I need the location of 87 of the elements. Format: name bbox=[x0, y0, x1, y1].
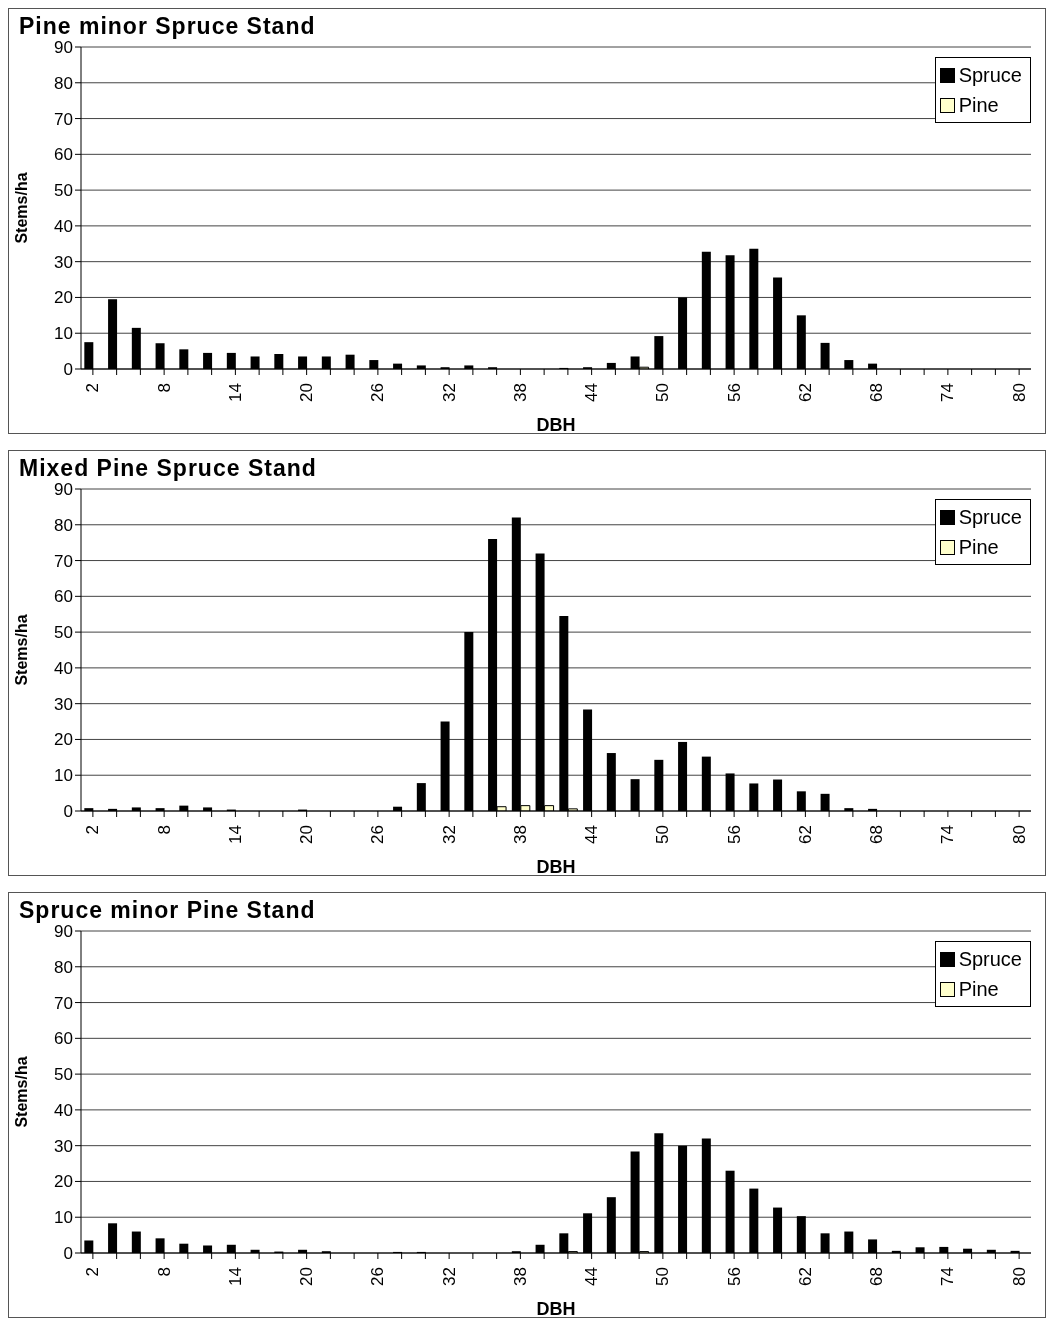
y-tick-label: 10 bbox=[54, 324, 73, 344]
x-tick-label: 44 bbox=[582, 1267, 602, 1286]
x-tick-label: 26 bbox=[368, 825, 388, 844]
x-tick-label: 44 bbox=[582, 383, 602, 402]
y-tick-label: 0 bbox=[63, 802, 73, 822]
x-tick-label: 8 bbox=[154, 825, 174, 835]
y-tick-label: 40 bbox=[54, 658, 73, 678]
y-tick-label: 0 bbox=[63, 360, 73, 380]
y-tick-label: 0 bbox=[63, 1244, 73, 1264]
x-axis-title: DBH bbox=[536, 857, 576, 877]
legend-label: Pine bbox=[958, 977, 999, 1001]
y-tick-label: 10 bbox=[54, 766, 73, 786]
x-tick-label: 38 bbox=[510, 383, 530, 402]
legend-label: Pine bbox=[958, 535, 999, 559]
y-tick-label: 50 bbox=[54, 1065, 73, 1085]
y-tick-label: 50 bbox=[54, 181, 73, 201]
y-tick-label: 80 bbox=[54, 515, 73, 535]
x-tick-label: 50 bbox=[653, 1267, 673, 1286]
chart-title: Mixed Pine Spruce Stand bbox=[19, 455, 317, 482]
y-axis-title: Stems/ha bbox=[12, 172, 30, 244]
x-axis-title: DBH bbox=[536, 1299, 576, 1319]
y-tick-label: 30 bbox=[54, 252, 73, 272]
x-tick-label: 74 bbox=[938, 383, 958, 402]
y-axis-title: Stems/ha bbox=[12, 614, 30, 686]
x-tick-label: 32 bbox=[439, 383, 459, 402]
x-tick-label: 2 bbox=[83, 1267, 103, 1277]
y-tick-label: 60 bbox=[54, 587, 73, 607]
x-tick-label: 80 bbox=[1009, 825, 1029, 844]
y-tick-label: 10 bbox=[54, 1208, 73, 1228]
y-tick-label: 60 bbox=[54, 1029, 73, 1049]
x-tick-label: 38 bbox=[510, 1267, 530, 1286]
y-tick-label: 80 bbox=[54, 957, 73, 977]
x-tick-label: 80 bbox=[1009, 1267, 1029, 1286]
x-tick-label: 38 bbox=[510, 825, 530, 844]
x-tick-label: 8 bbox=[154, 1267, 174, 1277]
x-tick-label: 14 bbox=[225, 825, 245, 844]
legend-label: Spruce bbox=[958, 63, 1022, 87]
x-tick-label: 74 bbox=[938, 1267, 958, 1286]
x-tick-label: 20 bbox=[297, 383, 317, 402]
y-tick-label: 40 bbox=[54, 216, 73, 236]
y-tick-label: 60 bbox=[54, 145, 73, 165]
x-tick-label: 50 bbox=[653, 383, 673, 402]
y-tick-label: 50 bbox=[54, 623, 73, 643]
legend-label: Spruce bbox=[958, 505, 1022, 529]
x-tick-label: 26 bbox=[368, 383, 388, 402]
x-tick-label: 20 bbox=[297, 825, 317, 844]
x-tick-label: 62 bbox=[795, 1267, 815, 1286]
x-tick-label: 62 bbox=[795, 825, 815, 844]
x-tick-label: 2 bbox=[83, 383, 103, 393]
x-tick-label: 68 bbox=[867, 383, 887, 402]
y-tick-label: 20 bbox=[54, 730, 73, 750]
y-tick-label: 20 bbox=[54, 288, 73, 308]
x-tick-label: 62 bbox=[795, 383, 815, 402]
y-tick-label: 40 bbox=[54, 1100, 73, 1120]
x-tick-label: 80 bbox=[1009, 383, 1029, 402]
x-tick-label: 44 bbox=[582, 825, 602, 844]
y-tick-label: 20 bbox=[54, 1172, 73, 1192]
y-tick-label: 80 bbox=[54, 73, 73, 93]
y-axis-title: Stems/ha bbox=[12, 1056, 30, 1128]
y-tick-label: 30 bbox=[54, 1136, 73, 1156]
x-tick-label: 50 bbox=[653, 825, 673, 844]
x-tick-label: 20 bbox=[297, 1267, 317, 1286]
y-tick-label: 30 bbox=[54, 694, 73, 714]
x-tick-label: 2 bbox=[83, 825, 103, 835]
y-tick-label: 90 bbox=[54, 38, 73, 58]
x-tick-label: 32 bbox=[439, 1267, 459, 1286]
x-tick-label: 68 bbox=[867, 1267, 887, 1286]
x-tick-label: 68 bbox=[867, 825, 887, 844]
x-tick-label: 56 bbox=[724, 1267, 744, 1286]
x-tick-label: 26 bbox=[368, 1267, 388, 1286]
y-tick-label: 90 bbox=[54, 922, 73, 942]
x-tick-label: 74 bbox=[938, 825, 958, 844]
x-tick-label: 14 bbox=[225, 1267, 245, 1286]
legend-label: Spruce bbox=[958, 947, 1022, 971]
legend-label: Pine bbox=[958, 93, 999, 117]
y-tick-label: 70 bbox=[54, 993, 73, 1013]
y-tick-label: 70 bbox=[54, 109, 73, 129]
y-tick-label: 90 bbox=[54, 480, 73, 500]
chart-title: Pine minor Spruce Stand bbox=[19, 13, 316, 40]
chart-title: Spruce minor Pine Stand bbox=[19, 897, 316, 924]
x-tick-label: 32 bbox=[439, 825, 459, 844]
x-tick-label: 14 bbox=[225, 383, 245, 402]
y-tick-label: 70 bbox=[54, 551, 73, 571]
x-tick-label: 56 bbox=[724, 825, 744, 844]
x-tick-label: 8 bbox=[154, 383, 174, 393]
x-axis-title: DBH bbox=[536, 415, 576, 435]
x-tick-label: 56 bbox=[724, 383, 744, 402]
